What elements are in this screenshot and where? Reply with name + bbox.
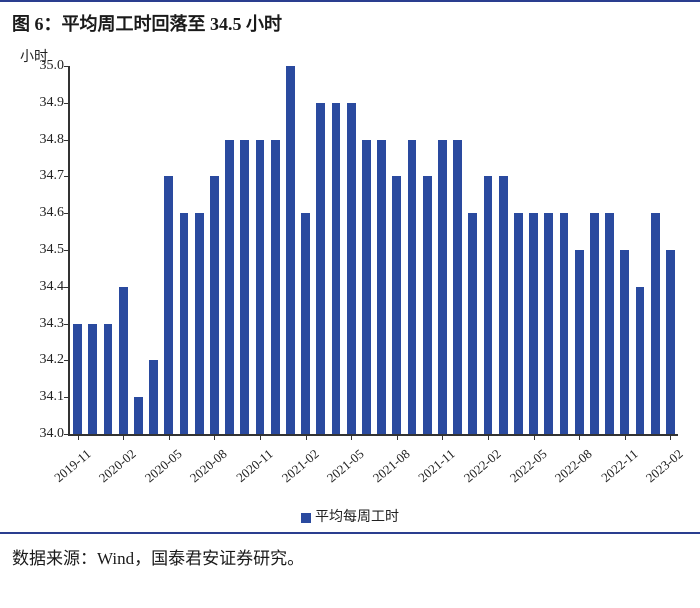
bar	[560, 213, 569, 434]
bar	[529, 213, 538, 434]
bar	[256, 140, 265, 434]
plot-region	[68, 66, 678, 436]
y-tick-mark	[64, 360, 70, 361]
bar	[605, 213, 614, 434]
y-tick-mark	[64, 434, 70, 435]
bar	[499, 176, 508, 434]
bars-group	[70, 66, 678, 434]
bar	[453, 140, 462, 434]
bar	[362, 140, 371, 434]
y-tick-mark	[64, 324, 70, 325]
y-tick-label: 35.0	[40, 58, 65, 74]
x-tick-label: 2021-02	[266, 446, 322, 497]
y-tick-label: 34.5	[40, 242, 65, 258]
bar	[240, 140, 249, 434]
bar	[164, 176, 173, 434]
bar	[210, 176, 219, 434]
x-tick-label: 2020-11	[220, 446, 276, 497]
bar	[575, 250, 584, 434]
y-tick-mark	[64, 250, 70, 251]
y-tick-mark	[64, 213, 70, 214]
y-tick-label: 34.3	[40, 316, 65, 332]
bar	[423, 176, 432, 434]
bar	[119, 287, 128, 434]
bar	[286, 66, 295, 434]
x-tick-label: 2019-11	[38, 446, 94, 497]
bar	[651, 213, 660, 434]
bar	[392, 176, 401, 434]
x-tick-label: 2021-11	[402, 446, 458, 497]
y-tick-mark	[64, 176, 70, 177]
x-tick-label: 2020-05	[129, 446, 185, 497]
bar	[408, 140, 417, 434]
chart-area: 小时 34.034.134.234.334.434.534.634.734.83…	[10, 42, 690, 532]
bar	[636, 287, 645, 434]
bar	[544, 213, 553, 434]
bar	[332, 103, 341, 434]
bar	[134, 397, 143, 434]
figure-title: 图 6：平均周工时回落至 34.5 小时	[0, 0, 700, 42]
bar	[438, 140, 447, 434]
y-tick-label: 34.0	[40, 426, 65, 442]
legend-label: 平均每周工时	[315, 510, 399, 525]
y-tick-label: 34.6	[40, 205, 65, 221]
bar	[316, 103, 325, 434]
bar	[514, 213, 523, 434]
y-tick-label: 34.2	[40, 352, 65, 368]
bar	[104, 324, 113, 434]
x-tick-label: 2022-08	[539, 446, 595, 497]
x-tick-label: 2021-08	[357, 446, 413, 497]
bar	[301, 213, 310, 434]
x-tick-label: 2022-05	[494, 446, 550, 497]
bar	[468, 213, 477, 434]
bar	[88, 324, 97, 434]
bar	[666, 250, 675, 434]
y-axis: 34.034.134.234.334.434.534.634.734.834.9…	[18, 66, 68, 436]
bar	[225, 140, 234, 434]
bar	[620, 250, 629, 434]
x-tick-label: 2021-05	[311, 446, 367, 497]
x-tick-label: 2023-02	[630, 446, 686, 497]
bar	[180, 213, 189, 434]
y-tick-mark	[64, 103, 70, 104]
data-source: 数据来源：Wind，国泰君安证券研究。	[0, 532, 700, 577]
y-tick-mark	[64, 287, 70, 288]
bar	[347, 103, 356, 434]
bar	[377, 140, 386, 434]
y-tick-mark	[64, 140, 70, 141]
x-axis-labels: 2019-112020-022020-052020-082020-112021-…	[68, 440, 678, 500]
root: 图 6：平均周工时回落至 34.5 小时 小时 34.034.134.234.3…	[0, 0, 700, 577]
y-tick-label: 34.1	[40, 389, 65, 405]
y-tick-label: 34.8	[40, 132, 65, 148]
bar	[149, 360, 158, 434]
y-tick-mark	[64, 66, 70, 67]
bar	[484, 176, 493, 434]
bar	[73, 324, 82, 434]
x-tick-label: 2022-02	[448, 446, 504, 497]
y-tick-label: 34.7	[40, 168, 65, 184]
x-tick-label: 2020-08	[174, 446, 230, 497]
x-tick-label: 2022-11	[585, 446, 641, 497]
x-tick-label: 2020-02	[83, 446, 139, 497]
legend-swatch	[301, 513, 311, 523]
bar	[195, 213, 204, 434]
bar	[271, 140, 280, 434]
legend: 平均每周工时	[10, 506, 690, 526]
y-tick-label: 34.9	[40, 95, 65, 111]
y-tick-mark	[64, 397, 70, 398]
bar	[590, 213, 599, 434]
y-tick-label: 34.4	[40, 279, 65, 295]
